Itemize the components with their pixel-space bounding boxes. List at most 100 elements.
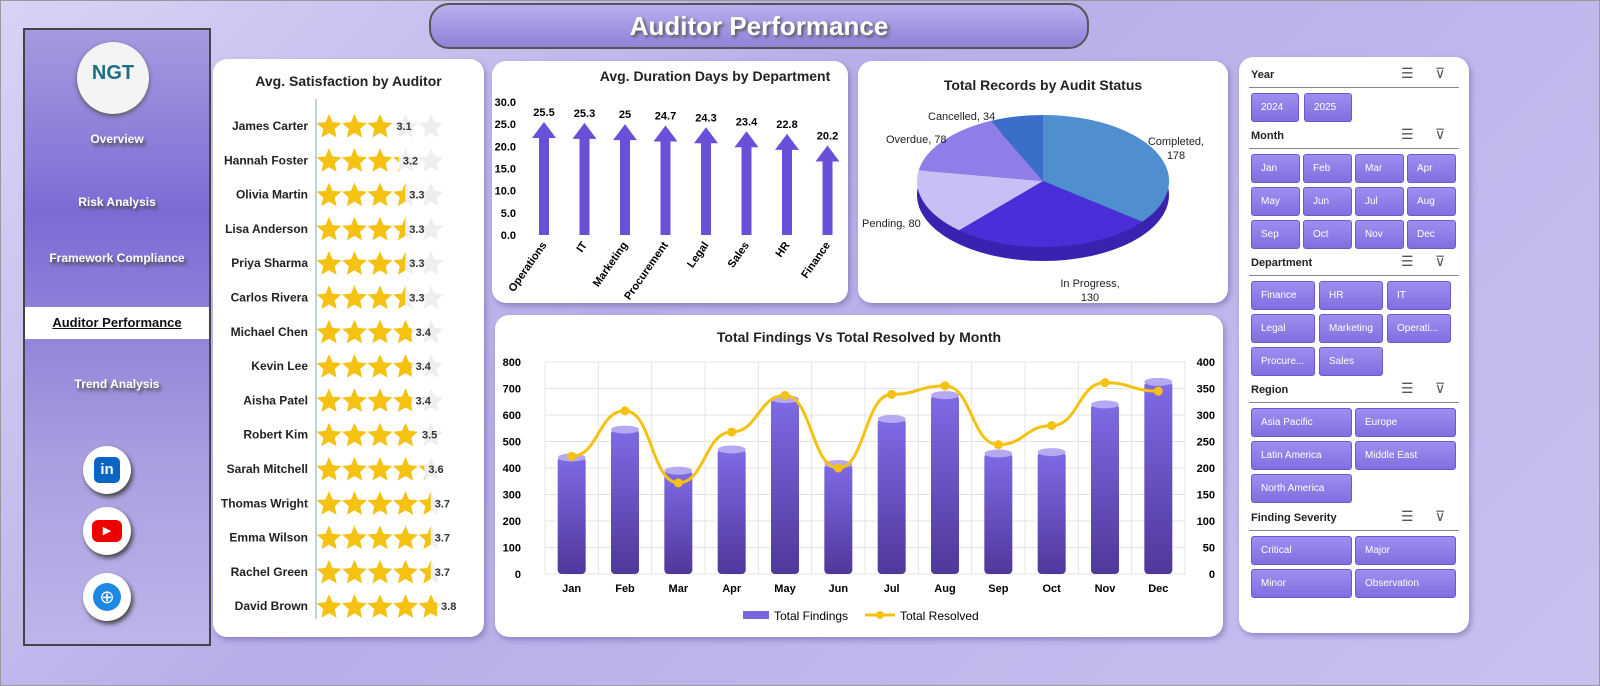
bar-total-findings — [717, 449, 746, 574]
slicer-month-option[interactable]: Aug — [1407, 187, 1456, 216]
slicer-month-option[interactable]: Apr — [1407, 154, 1456, 183]
rating-value: 3.1 — [397, 121, 412, 133]
star-filled — [393, 217, 406, 241]
multi-select-icon[interactable]: ☰ — [1401, 253, 1414, 269]
point-total-resolved — [833, 463, 843, 473]
rating-value: 3.7 — [435, 533, 450, 545]
slicer-month-option[interactable]: Nov — [1355, 220, 1404, 249]
slicer-department-option[interactable]: Operati... — [1387, 314, 1451, 343]
slicer-month-option[interactable]: Jan — [1251, 154, 1300, 183]
slicer-region-option[interactable]: Asia Pacific — [1251, 408, 1352, 437]
slicer-department-label: Department — [1251, 257, 1313, 269]
x-tick: Legal — [685, 240, 711, 270]
slicer-month-option[interactable]: Jul — [1355, 187, 1404, 216]
star-filled — [316, 559, 342, 584]
y-tick: 400 — [503, 463, 521, 475]
star-filled — [367, 525, 393, 550]
nav-framework-compliance[interactable]: Framework Compliance — [49, 251, 185, 265]
star-filled — [393, 491, 418, 515]
slicer-year-option[interactable]: 2024 — [1251, 93, 1299, 122]
slicer-month-option[interactable]: Feb — [1303, 154, 1352, 183]
multi-select-icon[interactable]: ☰ — [1401, 126, 1414, 142]
y-tick: 600 — [503, 410, 521, 422]
star-filled — [342, 182, 367, 207]
nav-overview[interactable]: Overview — [90, 132, 144, 146]
bar-total-findings — [771, 399, 799, 574]
chart-title: Total Findings Vs Total Resolved by Mont… — [716, 329, 1002, 345]
star-filled — [418, 526, 431, 550]
slicer-severity-option[interactable]: Observation — [1355, 569, 1456, 598]
rating-value: 3.4 — [416, 361, 432, 373]
slicer-year-option[interactable]: 2025 — [1304, 93, 1352, 122]
label-value: 78 — [934, 134, 946, 146]
bar-cap — [1144, 377, 1173, 386]
slicer-month-option[interactable]: Oct — [1303, 220, 1352, 249]
point-total-resolved — [567, 451, 577, 461]
slicer-region-option[interactable]: Middle East — [1355, 441, 1456, 470]
star-filled — [367, 457, 393, 481]
slicer-region-option[interactable]: North America — [1251, 474, 1352, 503]
nav-risk-analysis[interactable]: Risk Analysis — [78, 195, 156, 209]
pie-label: Cancelled, 34 — [928, 111, 995, 123]
slicer-month-option[interactable]: Jun — [1303, 187, 1352, 216]
slicer-department-option[interactable]: HR — [1319, 281, 1383, 310]
point-total-resolved — [780, 390, 790, 400]
star-filled — [418, 560, 431, 584]
slicer-region-option[interactable]: Latin America — [1251, 441, 1352, 470]
slicer-region-option[interactable]: Europe — [1355, 408, 1456, 437]
multi-select-icon[interactable]: ☰ — [1401, 380, 1414, 396]
slicer-department-option[interactable]: Marketing — [1319, 314, 1383, 343]
slicer-department-option[interactable]: Finance — [1251, 281, 1315, 310]
ngt-logo: NGT — [77, 42, 149, 114]
point-total-resolved — [993, 440, 1003, 450]
star-filled — [316, 216, 342, 241]
x-tick: Sales — [726, 240, 752, 270]
clear-filter-icon[interactable]: ⊽ — [1435, 126, 1446, 142]
pie-slice — [918, 120, 1043, 181]
y-tick: 700 — [503, 384, 521, 396]
divider — [1249, 275, 1459, 276]
nav-auditor-performance[interactable]: Auditor Performance — [25, 307, 209, 339]
multi-select-icon[interactable]: ☰ — [1401, 65, 1414, 81]
arrow-bar — [613, 124, 637, 235]
slicer-month-option[interactable]: Dec — [1407, 220, 1456, 249]
slicer-month-option[interactable]: Sep — [1251, 220, 1300, 249]
linkedin-icon[interactable]: in — [83, 446, 131, 494]
star-filled — [367, 388, 393, 412]
star-filled — [393, 525, 418, 550]
multi-select-icon[interactable]: ☰ — [1401, 508, 1414, 524]
globe-icon[interactable]: ⊕ — [83, 573, 131, 621]
slicer-department-option[interactable]: IT — [1387, 281, 1451, 310]
slicer-department-option[interactable]: Procure... — [1251, 347, 1315, 376]
slicer-severity-option[interactable]: Critical — [1251, 536, 1352, 565]
slicer-month-option[interactable]: Mar — [1355, 154, 1404, 183]
x-tick: Operations — [506, 240, 549, 294]
nav-trend-analysis[interactable]: Trend Analysis — [74, 377, 160, 391]
auditor-label: Priya Sharma — [231, 256, 308, 270]
slicer-severity-option[interactable]: Major — [1355, 536, 1456, 565]
star-filled — [342, 354, 367, 378]
bar-cap — [611, 425, 639, 434]
bar-cap — [984, 449, 1013, 458]
y2-tick: 400 — [1197, 357, 1215, 369]
star-empty — [393, 148, 418, 172]
data-label: 25.3 — [574, 108, 595, 120]
y2-tick: 350 — [1197, 384, 1215, 396]
clear-filter-icon[interactable]: ⊽ — [1435, 380, 1446, 396]
point-total-resolved — [1047, 421, 1057, 431]
bar-total-findings — [664, 470, 693, 574]
slicer-department-option[interactable]: Sales — [1319, 347, 1383, 376]
slicer-severity-option[interactable]: Minor — [1251, 569, 1352, 598]
youtube-icon[interactable]: ▶ — [83, 507, 131, 555]
star-filled — [393, 251, 406, 275]
star-filled — [316, 285, 342, 309]
clear-filter-icon[interactable]: ⊽ — [1435, 65, 1446, 81]
point-total-resolved — [673, 478, 683, 488]
slicer-month-option[interactable]: May — [1251, 187, 1300, 216]
clear-filter-icon[interactable]: ⊽ — [1435, 508, 1446, 524]
bar-cap — [1037, 448, 1066, 457]
star-filled — [418, 465, 425, 481]
clear-filter-icon[interactable]: ⊽ — [1435, 253, 1446, 269]
slicer-department-option[interactable]: Legal — [1251, 314, 1315, 343]
y-tick: 0.0 — [501, 230, 516, 242]
